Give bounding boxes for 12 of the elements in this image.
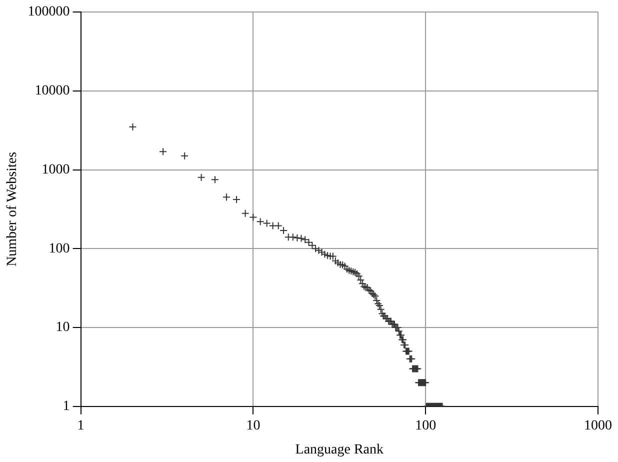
y-tick-label: 10 (56, 320, 70, 336)
x-tick-label: 1000 (584, 418, 612, 434)
y-tick-label: 100 (48, 241, 70, 256)
x-tick-label: 10 (246, 418, 260, 434)
y-tick-label: 1 (62, 399, 70, 414)
x-tick-label: 100 (415, 418, 436, 434)
x-tick-label: 1 (77, 418, 84, 434)
y-axis-title: Number of Websites (5, 152, 20, 266)
y-tick-label: 100000 (28, 4, 70, 20)
y-tick-label: 1000 (42, 162, 70, 178)
y-tick-label: 10000 (34, 84, 70, 99)
x-axis-title: Language Rank (295, 442, 384, 458)
